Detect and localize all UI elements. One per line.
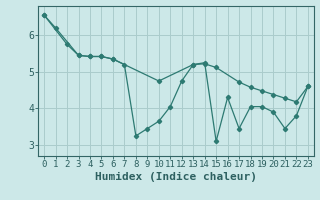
X-axis label: Humidex (Indice chaleur): Humidex (Indice chaleur) xyxy=(95,172,257,182)
